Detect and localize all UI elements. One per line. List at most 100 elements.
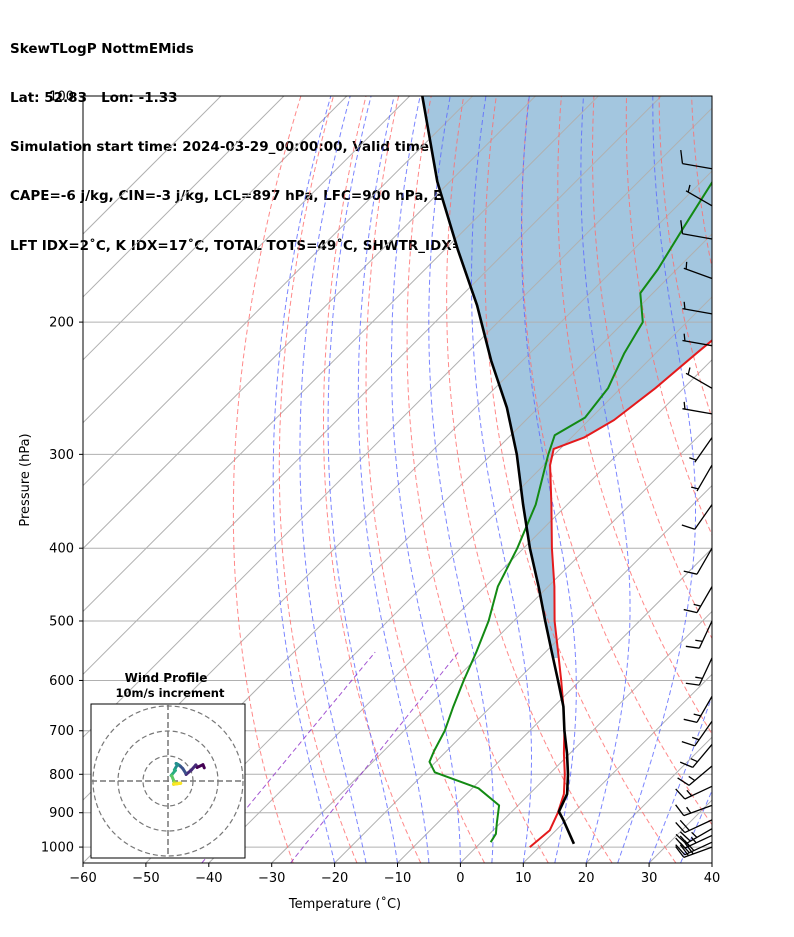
wind-barb xyxy=(683,261,713,280)
x-tick-label: 0 xyxy=(456,871,464,886)
isotherm xyxy=(83,96,662,676)
y-tick-label: 800 xyxy=(49,768,74,783)
wind-barb xyxy=(675,819,713,834)
sounding-series xyxy=(421,96,712,848)
temperature-line xyxy=(529,339,712,848)
moist-adiabat xyxy=(327,96,398,863)
x-tick-label: −30 xyxy=(258,871,285,886)
dry-adiabat xyxy=(557,96,712,735)
title-line-1: SkewTLogP NottmEMids xyxy=(10,40,194,57)
isotherm xyxy=(83,96,599,613)
dry-adiabat xyxy=(446,96,613,863)
cape-area xyxy=(422,96,712,658)
y-tick-label: 300 xyxy=(49,448,74,463)
title-line-2: Lat: 52.83 Lon: -1.33 xyxy=(10,90,178,107)
y-tick-label: 1000 xyxy=(41,841,74,856)
wind-barb xyxy=(681,504,713,530)
parcel-line xyxy=(421,96,576,845)
hodograph-title: Wind Profile xyxy=(125,671,208,685)
isotherm xyxy=(711,862,712,863)
isotherm xyxy=(397,547,712,863)
dewpoint-line xyxy=(428,180,712,843)
y-tick-label: 400 xyxy=(49,542,74,557)
wind-barb xyxy=(682,401,713,415)
hodograph-rings xyxy=(91,704,245,858)
axes: −60 −50 −40 −30 −20 −10 0 10 20 30 40 1000 900 800 700… xyxy=(41,90,720,887)
wind-barb xyxy=(680,150,713,170)
wind-barbs xyxy=(675,150,713,858)
wind-barb xyxy=(681,720,713,747)
wind-barb xyxy=(679,744,713,769)
wind-barb xyxy=(683,696,713,723)
hodograph-inset: Wind Profile 10m/s increment xyxy=(90,671,246,859)
x-tick-label: −50 xyxy=(132,871,159,886)
moist-adiabat xyxy=(580,96,631,863)
hodograph-trace xyxy=(169,762,206,786)
isotherm xyxy=(208,359,712,863)
wind-barb xyxy=(682,301,713,315)
y-tick-label: 500 xyxy=(49,614,74,629)
x-tick-label: −20 xyxy=(321,871,348,886)
wind-barb xyxy=(680,220,713,240)
moist-adiabat xyxy=(617,96,696,863)
isotherm xyxy=(83,96,348,361)
wind-barb xyxy=(685,620,713,649)
moist-adiabat xyxy=(272,96,336,863)
x-tick-label: −10 xyxy=(384,871,411,886)
isotherm xyxy=(145,296,712,863)
dry-adiabat xyxy=(484,96,677,863)
moist-adiabat xyxy=(648,694,712,863)
hodograph-segment xyxy=(172,781,183,786)
dry-adiabat xyxy=(724,96,794,863)
isotherm xyxy=(83,96,285,298)
wind-barb xyxy=(677,765,713,786)
dry-adiabat xyxy=(323,96,422,863)
wind-barb xyxy=(675,840,713,856)
wind-barb xyxy=(689,437,713,463)
y-tick-label: 100 xyxy=(49,90,74,105)
wind-barb xyxy=(685,184,713,207)
moist-adiabat xyxy=(680,789,712,863)
x-tick-label: 10 xyxy=(515,871,532,886)
cape-fill xyxy=(422,96,712,658)
x-tick-label: 20 xyxy=(578,871,595,886)
wind-barb xyxy=(685,367,713,389)
y-tick-label: 600 xyxy=(49,674,74,689)
x-tick-label: −40 xyxy=(195,871,222,886)
wind-barb xyxy=(683,586,713,614)
moist-adiabat xyxy=(357,96,430,863)
dry-adiabat xyxy=(789,96,794,863)
moist-adiabat xyxy=(299,96,367,863)
y-tick-label: 900 xyxy=(49,806,74,821)
wind-barb xyxy=(675,828,713,845)
y-axis-label: Pressure (hPa) xyxy=(18,433,33,526)
wind-barb xyxy=(675,785,713,800)
hodograph-subtitle: 10m/s increment xyxy=(116,686,225,700)
dry-adiabat xyxy=(591,96,712,640)
wind-barb xyxy=(682,333,713,347)
y-tick-label: 200 xyxy=(49,316,74,331)
moist-adiabats xyxy=(272,96,712,863)
wind-barb xyxy=(691,464,713,492)
isotherm xyxy=(460,610,712,863)
isotherm xyxy=(83,96,473,487)
isotherm xyxy=(83,96,222,235)
wind-barb xyxy=(675,804,713,817)
x-tick-label: 40 xyxy=(704,871,721,886)
dry-adiabat xyxy=(278,96,358,863)
x-axis-label: Temperature (˚C) xyxy=(288,896,401,912)
isotherm xyxy=(271,421,712,863)
moist-adiabat xyxy=(711,861,712,863)
x-tick-label: −60 xyxy=(69,871,96,886)
wind-barb xyxy=(685,657,713,686)
dry-adiabat xyxy=(658,96,712,420)
isotherm xyxy=(83,96,536,550)
x-tick-label: 30 xyxy=(641,871,658,886)
isotherm xyxy=(83,107,712,738)
dry-adiabat xyxy=(406,96,549,863)
isotherm xyxy=(334,484,712,863)
isotherm xyxy=(83,96,411,424)
wind-barb xyxy=(675,834,713,849)
isotherm xyxy=(522,673,712,863)
